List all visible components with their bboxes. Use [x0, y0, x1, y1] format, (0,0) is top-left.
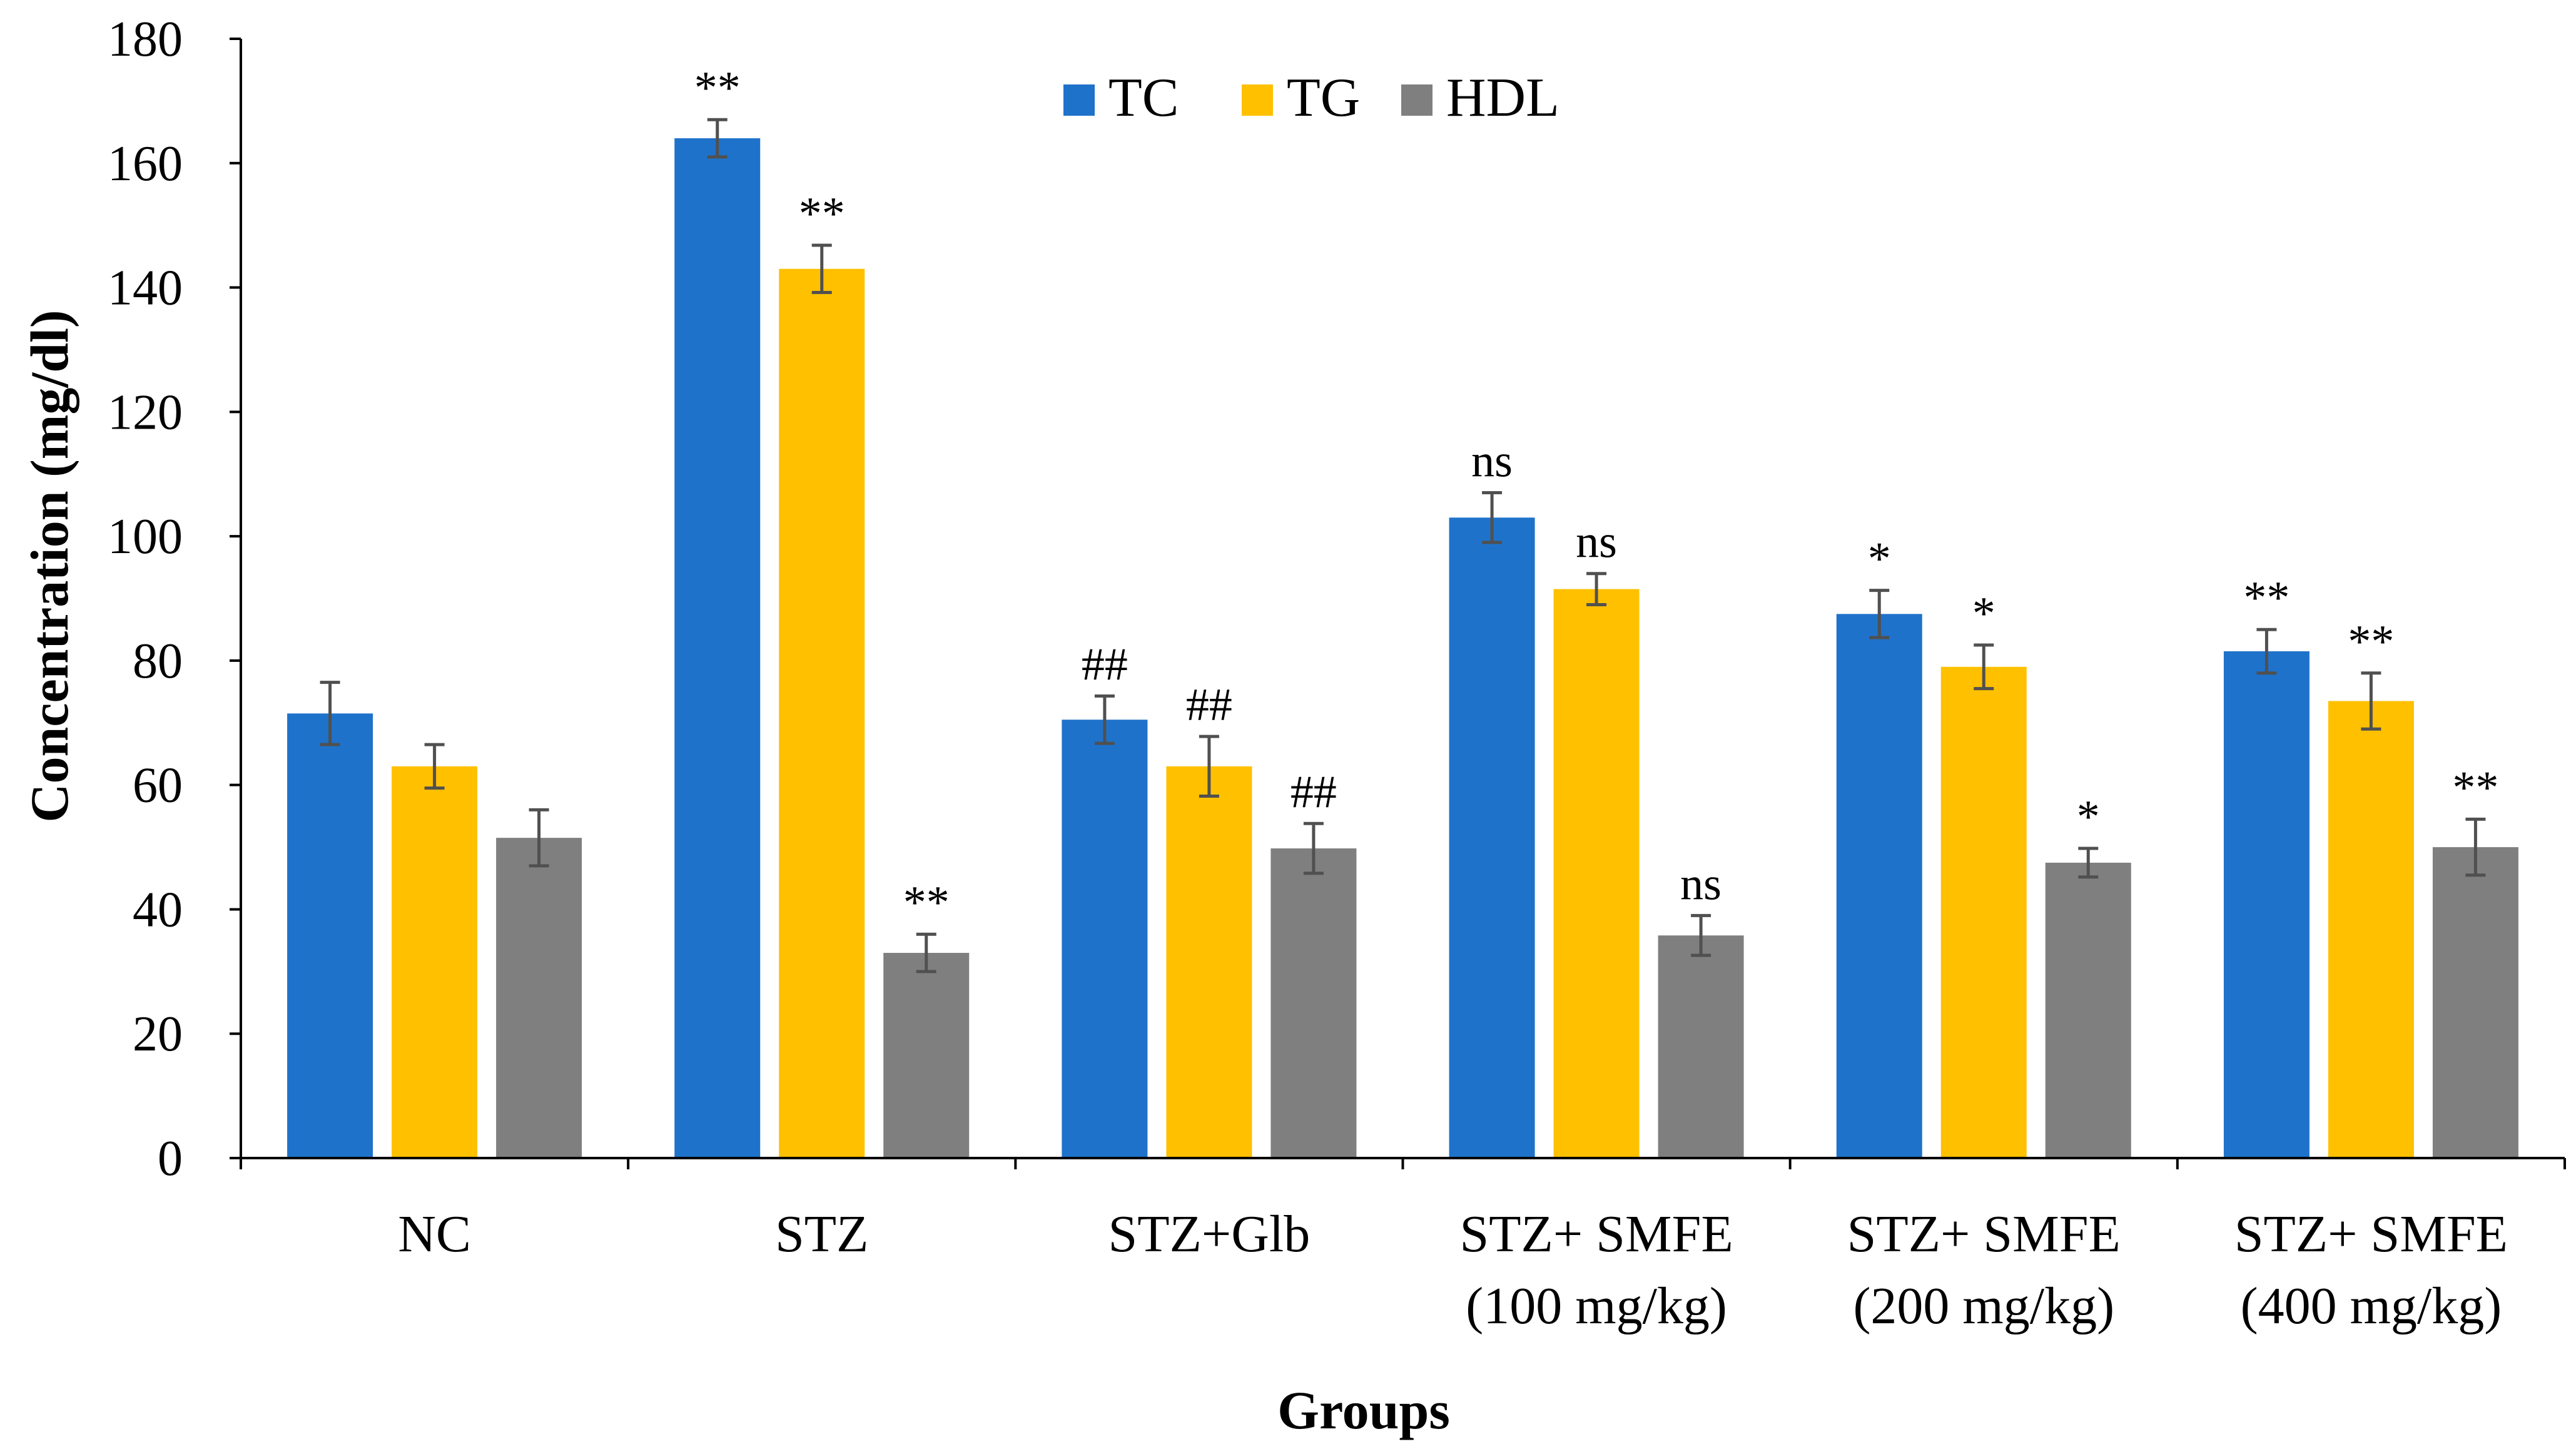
significance-label: ## — [1186, 679, 1232, 731]
bar-tg — [1166, 766, 1252, 1158]
x-tick-label: NC — [398, 1205, 471, 1263]
y-tick-label: 40 — [133, 882, 183, 937]
significance-label: ** — [2348, 616, 2394, 668]
bar-tc — [674, 138, 761, 1158]
y-tick-label: 20 — [133, 1007, 183, 1062]
significance-label: ns — [1576, 517, 1617, 568]
bar-hdl — [496, 838, 582, 1158]
bar-hdl — [883, 953, 970, 1158]
y-tick-label: 180 — [108, 12, 183, 67]
x-tick-label: STZ+ SMFE — [1847, 1205, 2121, 1263]
legend-label-tg: TG — [1287, 68, 1360, 128]
bar-tg — [1940, 666, 2027, 1158]
x-tick-label: (400 mg/kg) — [2241, 1277, 2502, 1335]
bar-hdl — [2045, 862, 2131, 1158]
significance-label: ## — [1082, 639, 1128, 691]
error-bars — [320, 118, 2486, 974]
legend: TC TG HDL — [1063, 68, 1559, 128]
y-tick-label: 100 — [108, 509, 183, 564]
significance-label: ## — [1291, 766, 1337, 818]
axes: 0 20 40 60 80 100 120 140 160 180 NC STZ STZ+Glb STZ+… — [108, 12, 2566, 1335]
legend-label-tc: TC — [1108, 68, 1179, 128]
bar-tc — [1836, 614, 1922, 1158]
x-tick-label: STZ — [775, 1205, 868, 1263]
bar-tc — [2223, 651, 2310, 1158]
significance-label: ** — [2243, 572, 2289, 624]
x-axis-title: Groups — [1277, 1380, 1450, 1440]
x-tick-label: (100 mg/kg) — [1466, 1277, 1727, 1335]
legend-swatch-hdl — [1401, 84, 1433, 116]
significance-label: ** — [903, 877, 950, 928]
x-tick-label: STZ+Glb — [1108, 1205, 1311, 1263]
x-tick-label: STZ+ SMFE — [2234, 1205, 2508, 1263]
significance-label: ns — [1471, 436, 1513, 487]
bar-tg — [779, 268, 865, 1158]
significance-label: * — [1868, 534, 1891, 585]
bar-hdl — [1270, 848, 1357, 1158]
significance-label: ns — [1680, 858, 1722, 910]
y-tick-label: 80 — [133, 634, 183, 689]
y-tick-label: 0 — [158, 1131, 183, 1186]
y-tick-label: 120 — [108, 385, 183, 440]
bar-tc — [1062, 719, 1148, 1158]
bar-tg — [2328, 701, 2414, 1158]
significance-label: * — [2077, 791, 2100, 843]
bar-hdl — [2432, 847, 2518, 1158]
significance-label: ** — [694, 63, 741, 114]
significance-label: * — [1972, 588, 1995, 639]
x-tick-label: STZ+ SMFE — [1460, 1205, 1733, 1263]
y-tick-label: 160 — [108, 136, 183, 191]
y-tick-label: 60 — [133, 758, 183, 813]
significance-label: ** — [2452, 762, 2498, 813]
legend-swatch-tc — [1063, 84, 1095, 116]
bar-hdl — [1658, 935, 1744, 1158]
significance-label: ** — [799, 188, 845, 240]
bar-tg — [1553, 589, 1640, 1158]
bar-tg — [392, 766, 478, 1158]
legend-label-hdl: HDL — [1446, 68, 1559, 128]
significance-annotations: **##ns*****##ns*****##ns*** — [694, 63, 2499, 928]
y-axis-title: Concentration (mg/dl) — [19, 310, 79, 822]
bar-tc — [1449, 517, 1535, 1158]
bar-tc — [287, 713, 373, 1158]
legend-swatch-tg — [1242, 84, 1273, 116]
y-tick-label: 140 — [108, 261, 183, 316]
bars — [287, 138, 2518, 1158]
x-tick-label: (200 mg/kg) — [1853, 1277, 2114, 1335]
axis-labels: Groups Concentration (mg/dl) — [19, 310, 1450, 1440]
